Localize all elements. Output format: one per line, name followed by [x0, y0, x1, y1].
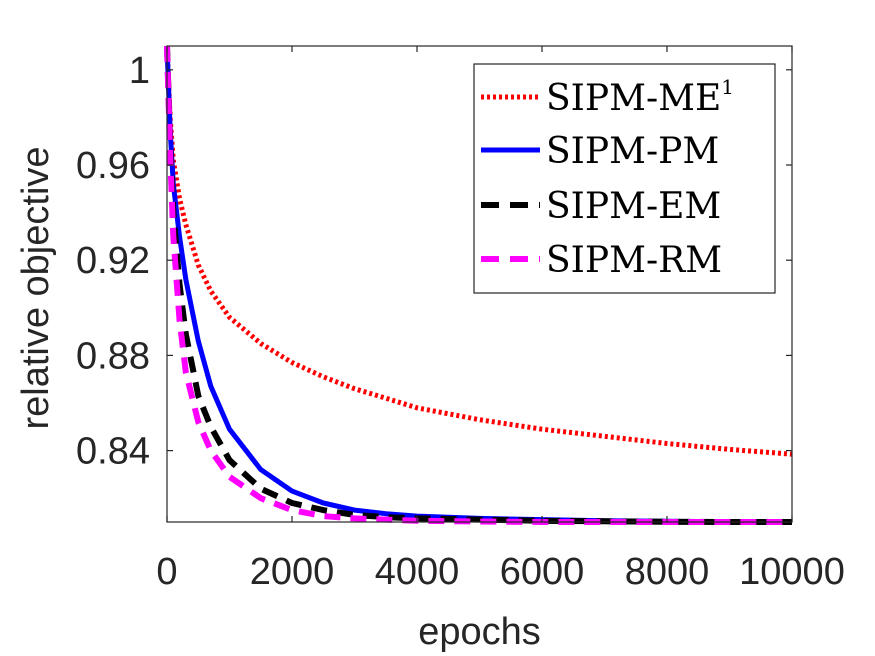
x-tick-label: 4000 [375, 551, 460, 593]
legend-label-4: SIPM-RM [546, 240, 722, 281]
y-tick-label: 0.96 [76, 145, 150, 187]
x-tick-label: 2000 [250, 551, 335, 593]
legend-label-1: SIPM-ME1 [546, 75, 734, 119]
axis-ticks [166, 46, 793, 522]
y-tick-label: 1 [129, 50, 150, 92]
series-line-3 [164, 45, 792, 525]
x-tick-label: 8000 [625, 551, 710, 593]
legend-label-3: SIPM-EM [546, 186, 721, 227]
legend-superscript: 1 [721, 75, 734, 99]
y-tick-label: 0.84 [76, 431, 150, 473]
axis-tick-labels: 0 2000 4000 6000 8000 10000 0.84 0.88 0.92 0.96 1 [76, 50, 845, 593]
x-tick-label: 0 [156, 551, 177, 593]
legend-box [473, 63, 776, 294]
y-axis-label: relative objective [15, 146, 57, 429]
x-tick-label: 10000 [739, 551, 845, 593]
series-line-1 [164, 45, 793, 457]
y-tick-label: 0.88 [76, 335, 150, 377]
y-tick-label: 0.92 [76, 240, 150, 282]
legend: SIPM-ME1 SIPM-PM SIPM-EM SIPM-RM [473, 63, 776, 294]
x-axis-label: epochs [418, 611, 541, 653]
x-tick-label: 6000 [500, 551, 585, 593]
plot-frame [166, 45, 793, 523]
legend-label-2: SIPM-PM [546, 131, 719, 172]
